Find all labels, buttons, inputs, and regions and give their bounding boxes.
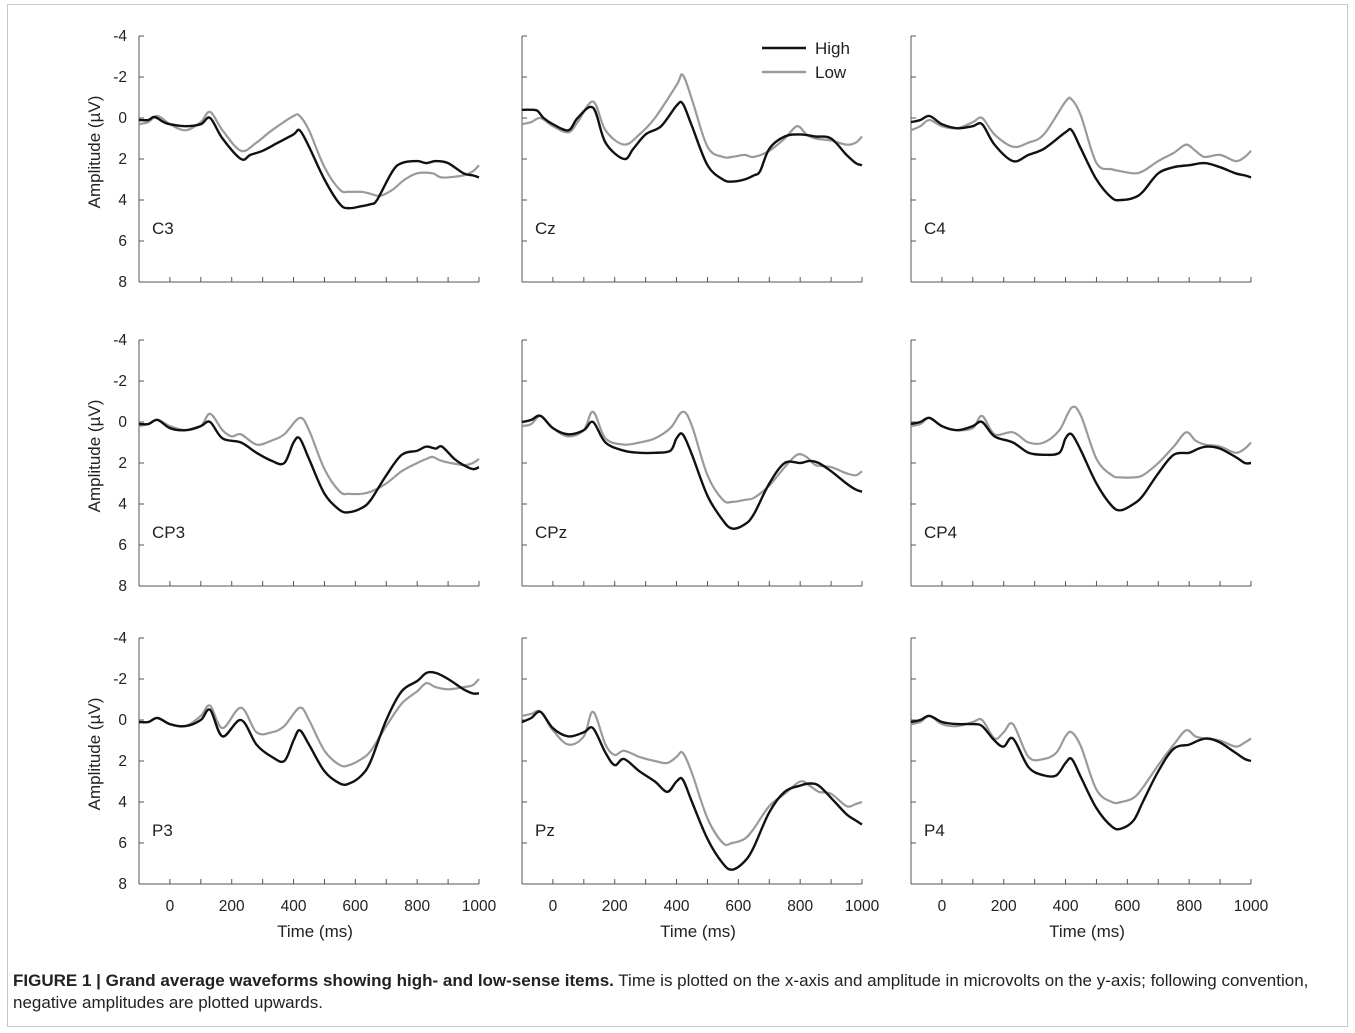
panel-pz: 0 200 400 600 800 1000 Time (ms) Pz xyxy=(521,637,880,941)
x-axis-label: Time (ms) xyxy=(277,922,353,941)
series-line-high xyxy=(521,100,863,183)
y-tick-label: 6 xyxy=(118,233,127,250)
series-line-low xyxy=(910,96,1252,175)
y-tick-label: -4 xyxy=(113,630,127,647)
panel-c4: C4 xyxy=(910,35,1252,283)
series-line-low xyxy=(521,73,863,159)
y-tick-label: 6 xyxy=(118,835,127,852)
series-line-high xyxy=(910,416,1252,512)
y-tick-label: -4 xyxy=(113,332,127,349)
series-line-high xyxy=(521,414,863,530)
x-tick-label: 200 xyxy=(219,898,245,915)
y-tick-label: 2 xyxy=(118,455,127,472)
panel-label: P3 xyxy=(152,821,173,840)
legend-label-low: Low xyxy=(815,63,847,82)
y-tick-label: 0 xyxy=(118,414,127,431)
figure-frame xyxy=(7,4,1348,1027)
y-tick-label: 8 xyxy=(118,274,127,291)
y-tick-label: -4 xyxy=(113,28,127,45)
x-tick-label: 400 xyxy=(664,898,690,915)
legend-label-high: High xyxy=(815,39,850,58)
y-axis-label: Amplitude (µV) xyxy=(85,698,104,811)
x-tick-label: 0 xyxy=(166,898,175,915)
series-line-low xyxy=(521,709,863,847)
y-tick-label: 2 xyxy=(118,753,127,770)
series-line-high xyxy=(910,114,1252,202)
x-tick-label: 600 xyxy=(1114,898,1140,915)
y-tick-label: 4 xyxy=(118,794,127,811)
x-tick-label: 600 xyxy=(342,898,368,915)
y-tick-label: -2 xyxy=(113,373,127,390)
panel-label: CP3 xyxy=(152,523,185,542)
y-tick-label: 6 xyxy=(118,537,127,554)
panel-cz: Cz xyxy=(521,35,863,283)
x-tick-label: 1000 xyxy=(845,898,880,915)
y-tick-label: -2 xyxy=(113,69,127,86)
panel-label: CP4 xyxy=(924,523,957,542)
series-line-high xyxy=(138,115,480,210)
y-tick-label: 4 xyxy=(118,496,127,513)
panel-label: CPz xyxy=(535,523,567,542)
series-line-low xyxy=(138,678,480,768)
panel-label: C4 xyxy=(924,219,946,238)
x-tick-label: 1000 xyxy=(462,898,497,915)
series-line-high xyxy=(138,418,480,514)
caption-text: Time is plotted on the x-axis and amplit… xyxy=(13,971,1309,1012)
x-tick-label: 0 xyxy=(938,898,947,915)
panel-cp4: CP4 xyxy=(910,339,1252,587)
panel-label: Cz xyxy=(535,219,556,238)
x-tick-label: 400 xyxy=(281,898,307,915)
y-tick-label: -2 xyxy=(113,671,127,688)
y-tick-label: 0 xyxy=(118,110,127,127)
panel-label: C3 xyxy=(152,219,174,238)
x-tick-label: 200 xyxy=(602,898,628,915)
x-tick-label: 200 xyxy=(991,898,1017,915)
x-axis-label: Time (ms) xyxy=(660,922,736,941)
x-tick-label: 600 xyxy=(725,898,751,915)
series-line-high xyxy=(910,714,1252,831)
series-line-low xyxy=(910,405,1252,479)
figure-caption: FIGURE 1 | Grand average waveforms showi… xyxy=(13,970,1333,1014)
caption-title: Grand average waveforms showing high- an… xyxy=(105,971,614,990)
x-axis-label: Time (ms) xyxy=(1049,922,1125,941)
panel-label: Pz xyxy=(535,821,555,840)
panel-label: P4 xyxy=(924,821,945,840)
x-tick-label: 0 xyxy=(549,898,558,915)
y-tick-label: 2 xyxy=(118,151,127,168)
x-tick-label: 800 xyxy=(404,898,430,915)
y-tick-label: 8 xyxy=(118,578,127,595)
x-tick-label: 800 xyxy=(1176,898,1202,915)
series-line-low xyxy=(910,714,1252,805)
series-line-low xyxy=(138,412,480,496)
x-tick-label: 400 xyxy=(1053,898,1079,915)
panel-cp3: -4 -2 0 2 4 6 8 Amplitude (µV) CP3 xyxy=(85,332,480,595)
legend: High Low xyxy=(762,39,850,82)
y-tick-label: 4 xyxy=(118,192,127,209)
x-tick-label: 800 xyxy=(787,898,813,915)
caption-figure-label: FIGURE 1 | xyxy=(13,971,101,990)
panel-c3: -4 -2 0 2 4 6 8 Amplitude (µV) C3 xyxy=(85,28,480,291)
y-tick-label: 0 xyxy=(118,712,127,729)
y-tick-label: 8 xyxy=(118,876,127,893)
series-line-low xyxy=(138,110,480,198)
x-tick-label: 1000 xyxy=(1234,898,1269,915)
panel-p3: -4 -2 0 2 4 6 8 0 200 400 600 800 1000 Time (ms) Ampli… xyxy=(85,630,497,941)
panel-cpz: CPz xyxy=(521,339,863,587)
panel-p4: 0 200 400 600 800 1000 Time (ms) P4 xyxy=(910,637,1269,941)
y-axis-label: Amplitude (µV) xyxy=(85,96,104,209)
y-axis-label: Amplitude (µV) xyxy=(85,400,104,513)
series-line-high xyxy=(521,710,863,871)
series-line-high xyxy=(138,670,480,787)
